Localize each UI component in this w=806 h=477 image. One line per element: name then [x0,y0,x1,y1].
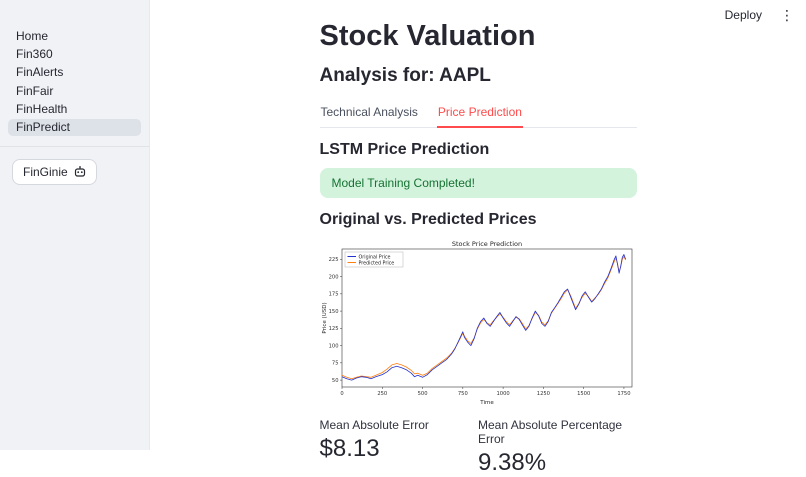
svg-text:75: 75 [331,361,338,367]
metric-mae-label: Mean Absolute Error [319,418,429,432]
comparison-heading: Original vs. Predicted Prices [319,211,537,228]
metric-mape-label: Mean Absolute Percentage Error [478,418,623,446]
tab-price-prediction[interactable]: Price Prediction [436,101,523,128]
svg-text:Time: Time [479,400,494,406]
app-toolbar: Deploy ⋮ [725,6,798,24]
svg-text:250: 250 [377,391,387,397]
content-column: Stock Valuation Analysis for: AAPL Techn… [319,0,637,477]
prediction-chart: 50 75 100 125 150 175 200 225 0 250 500 750 1000 1250… [320,238,634,408]
svg-text:50: 50 [331,378,338,384]
robot-icon [74,166,86,178]
lstm-heading: LSTM Price Prediction [319,141,490,158]
svg-text:1000: 1000 [496,391,509,397]
main-area: Stock Valuation Analysis for: AAPL Techn… [150,0,806,476]
svg-text:1500: 1500 [577,391,590,397]
metric-mae: Mean Absolute Error $8.13 [320,418,479,477]
metric-mape: Mean Absolute Percentage Error 9.38% [478,418,637,477]
finginie-button[interactable]: FinGinie [12,159,97,186]
sidebar-nav: Home Fin360 FinAlerts FinFair FinHealth … [0,28,149,137]
sidebar-divider [0,146,149,148]
svg-text:1750: 1750 [617,391,630,397]
success-alert: Model Training Completed! [319,168,637,198]
svg-text:0: 0 [340,391,343,397]
metric-mae-value: $8.13 [319,435,380,462]
svg-text:175: 175 [328,292,338,298]
svg-text:150: 150 [328,309,338,315]
tab-technical-analysis[interactable]: Technical Analysis [320,105,418,119]
tab-bar: Technical Analysis Price Prediction [319,101,637,128]
analysis-subtitle: Analysis for: AAPL [319,65,491,86]
svg-text:200: 200 [328,274,338,280]
finginie-label: FinGinie [23,165,68,180]
svg-text:100: 100 [328,343,338,349]
svg-text:500: 500 [417,391,427,397]
svg-text:Price (USD): Price (USD) [322,302,328,333]
sidebar-item-finhealth[interactable]: FinHealth [16,101,68,116]
kebab-menu-icon[interactable]: ⋮ [780,7,794,23]
svg-text:Predicted Price: Predicted Price [358,260,394,266]
metrics-row: Mean Absolute Error $8.13 Mean Absolute … [320,418,637,477]
deploy-button[interactable]: Deploy [724,8,762,22]
svg-text:750: 750 [457,391,467,397]
metric-mape-value: 9.38% [478,449,547,476]
svg-text:1250: 1250 [536,391,549,397]
svg-text:Original Price: Original Price [358,254,390,260]
svg-text:Stock Price Prediction: Stock Price Prediction [451,240,521,248]
sidebar-item-finalerts[interactable]: FinAlerts [16,65,64,80]
svg-text:225: 225 [328,257,338,263]
sidebar-item-finpredict[interactable]: FinPredict [8,118,141,137]
sidebar: Home Fin360 FinAlerts FinFair FinHealth … [0,0,150,450]
sidebar-item-finfair[interactable]: FinFair [16,83,54,98]
sidebar-item-home[interactable]: Home [16,29,49,43]
svg-text:125: 125 [328,326,338,332]
sidebar-item-fin360[interactable]: Fin360 [16,47,53,62]
page-title: Stock Valuation [319,20,536,52]
prediction-chart-svg: 50 75 100 125 150 175 200 225 0 250 500 750 1000 1250… [322,240,632,406]
